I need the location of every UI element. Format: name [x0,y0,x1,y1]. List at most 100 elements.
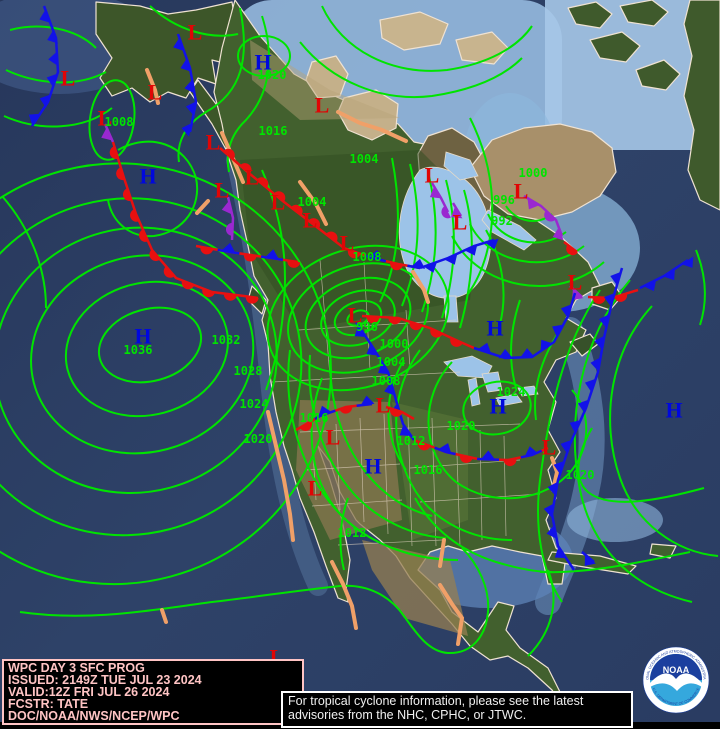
isobars [0,5,719,657]
trough-line [411,270,430,304]
cold-front-marker [547,481,558,496]
tropical-line-1: For tropical cyclone information, please… [288,694,584,708]
cold-front [28,5,60,127]
warm-front-marker [163,266,175,278]
trough-line [336,110,408,143]
cold-front-marker [48,51,58,66]
cold-front-marker [378,362,390,375]
cold-front-marker [399,424,412,436]
pressure-center-l: L [326,425,341,450]
front-line [361,314,475,350]
cold-front-marker [553,460,565,475]
isobar-label: 1016 [300,411,329,425]
warm-front-marker [417,441,431,451]
warm-front-marker [347,249,361,259]
isobar-label: 1000 [380,337,409,351]
stationary-alt-line [195,244,299,264]
warm-front-marker [109,146,119,160]
cold-front-marker [584,554,596,566]
cold-front-marker [101,127,113,141]
cold-front-marker [423,261,437,273]
cold-front-marker [39,9,51,23]
front-line [103,123,115,143]
alaska-land [95,1,239,103]
trough-front [160,608,168,624]
cold-front-marker [360,395,375,406]
trough-line [438,538,446,568]
cold-front-marker [181,123,192,137]
warm-front-marker [308,218,321,229]
front-line [176,33,198,133]
warm-front [563,241,578,256]
pressure-center-l: L [188,20,203,45]
cold-front-marker [354,325,366,337]
valid-line: VALID:12Z FRI JUL 26 2024 [8,685,170,699]
pressure-center-h: H [486,316,503,341]
warm-front-marker [149,249,161,262]
cold-front-marker [39,94,51,108]
cold-front-marker [498,348,513,359]
cold-front-marker [173,37,184,51]
cold-front-marker [663,268,675,281]
isobar-label: 1024 [497,385,526,399]
cold-front-marker [180,58,192,72]
cold-front-marker [584,378,596,393]
cold-front-marker [520,348,535,358]
warm-front-marker [592,297,606,304]
pressure-center-l: L [376,393,391,418]
prog-title: WPC DAY 3 SFC PROG [8,661,145,675]
cold-front-marker [598,314,610,328]
isobar-label: 1000 [519,166,548,180]
occluded-front [221,196,235,241]
warm-front-marker [450,337,463,347]
cold-front-marker [477,342,492,354]
pressure-center-l: L [271,190,286,215]
stationary-alt-line [343,246,421,270]
cold-front-marker [265,249,279,260]
warm-front-marker [430,328,443,338]
warm-front-marker [243,254,257,262]
warm-front-marker [544,210,556,222]
trough-front [145,68,160,105]
warm-front-marker [181,280,195,290]
arctic-isle-c [589,31,641,63]
hispaniola [649,543,677,559]
isobar-label: 996 [493,193,515,207]
warm-front [361,314,475,350]
tropical-advisory-box: For tropical cyclone information, please… [281,691,633,728]
issued-line: ISSUED: 2149Z TUE JUL 23 2024 [8,673,202,687]
warm-front-marker [245,296,259,304]
front-line [581,551,595,563]
cold-front-marker [28,113,41,126]
front-line [30,5,60,127]
cold-front-marker [481,450,496,460]
cold-front-marker [681,256,694,268]
isobar-label: 992 [491,214,513,228]
pressure-center-l: L [315,93,330,118]
trough-front [330,560,358,630]
warm-front-marker [389,408,403,417]
cold-front-marker [366,343,378,356]
warm-front-marker [388,317,402,325]
cold-front-marker [438,443,452,455]
pressure-center-l: L [303,208,318,233]
trough-line [330,560,358,630]
warm-front-marker [566,244,578,256]
warm-front-marker [409,321,423,331]
greenland-east-land [683,0,720,211]
trough-front [336,110,408,143]
warm-front-marker [116,167,125,181]
warm-front-marker [390,262,403,271]
hudson-strait [481,209,537,251]
cold-front-marker [221,242,236,253]
pressure-center-h: H [364,454,381,479]
isobar-label: 1008 [372,374,401,388]
front-line [385,405,415,421]
cold-front-marker [318,405,332,417]
front-line [219,147,345,249]
warm-front [385,405,415,421]
pressure-center-l: L [568,270,583,295]
noaa-logo: NATIONAL OCEANIC AND ATMOSPHERIC ADMINIS… [642,646,710,714]
warm-front-marker [202,288,215,298]
